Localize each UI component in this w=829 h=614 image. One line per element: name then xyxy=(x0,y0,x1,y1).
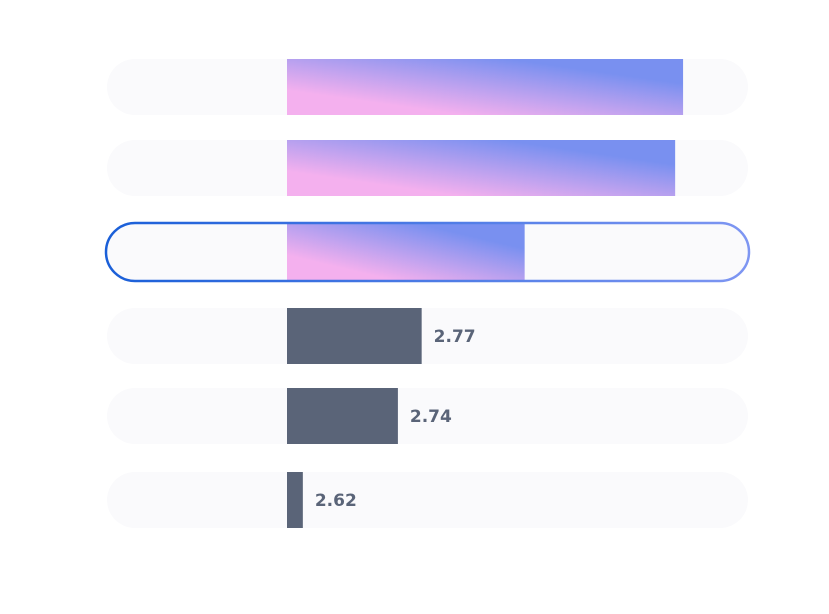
bar[interactable] xyxy=(287,140,676,196)
highlight-ring xyxy=(104,221,751,283)
bars xyxy=(287,59,684,528)
row-track xyxy=(107,472,748,528)
bar[interactable] xyxy=(287,388,398,444)
highlight-outline xyxy=(104,221,751,283)
value-label: 2.77 xyxy=(434,327,476,347)
row-tracks xyxy=(107,59,748,528)
row-track xyxy=(107,308,748,364)
bar[interactable] xyxy=(287,224,525,280)
value-label: 2.74 xyxy=(410,407,452,427)
bar[interactable] xyxy=(287,59,684,115)
bar[interactable] xyxy=(287,472,303,528)
value-label: 2.62 xyxy=(315,491,357,511)
value-labels: 2.77 2.74 2.62 xyxy=(315,327,476,511)
row-track xyxy=(107,388,748,444)
bar[interactable] xyxy=(287,308,422,364)
